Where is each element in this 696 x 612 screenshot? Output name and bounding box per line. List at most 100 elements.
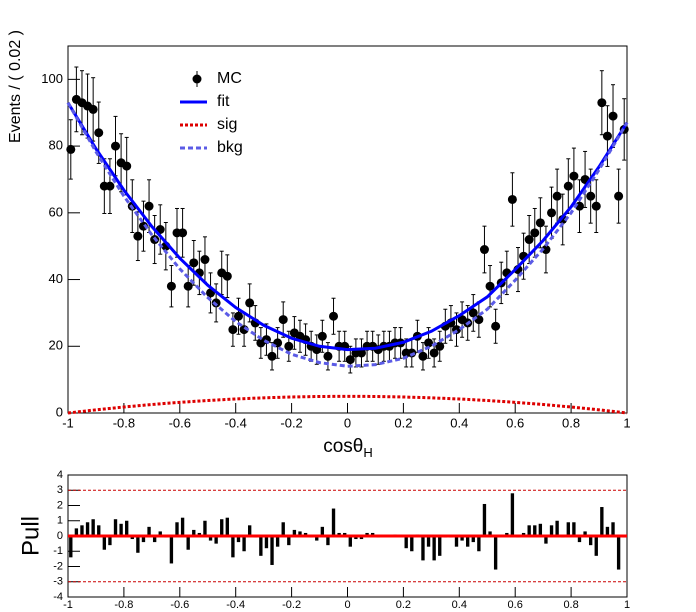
pull-bar [270,536,274,565]
y-tick-label: 4 [57,469,63,481]
pull-bar [454,536,459,547]
data-point [547,208,557,218]
data-point [418,351,428,361]
pull-bar [600,507,604,536]
pull-bar [404,536,408,549]
data-point [66,144,76,154]
x-tick-label: 0.6 [508,599,523,611]
x-tick-label: -0.4 [226,599,245,611]
pull-bar [287,536,291,546]
pull-bar [108,536,112,546]
pull-bar [208,536,213,541]
data-point [429,348,439,358]
pull-bar [119,523,123,536]
data-point [586,191,596,201]
data-point [614,191,624,201]
data-point [183,281,193,291]
x-tick-label: 0.8 [563,599,578,611]
pull-bar [538,523,543,536]
data-point [608,111,618,121]
pull-bar [488,531,492,536]
data-point [166,281,176,291]
pull-bar [505,532,509,536]
pull-bar [192,529,196,536]
y-tick-label: 0 [56,404,63,419]
pull-bar [97,525,101,536]
data-point [245,298,255,308]
x-axis-label-main: cosθ [323,436,363,457]
data-point [122,161,132,171]
pull-bar [80,525,84,536]
data-point [524,235,534,245]
x-axis-label-subscript: H [363,445,372,460]
data-point [591,201,601,211]
y-axis-label: Pull [17,516,44,556]
data-point [133,231,143,241]
data-point [329,311,339,321]
x-tick-label: -1 [62,415,74,430]
pull-bar [320,526,325,536]
data-point [563,181,573,191]
y-axis-label: Events / ( 0.02 ) [7,30,24,143]
data-point [541,245,551,255]
pull-bar [555,520,559,536]
x-tick-label: -0.8 [114,599,133,611]
legend-label: bkg [217,139,243,156]
pull-bar [125,520,129,536]
pull-bar [438,536,442,556]
data-point [507,194,517,204]
x-tick-label: -0.4 [224,415,246,430]
pull-bar [102,536,107,550]
y-tick-label: -3 [53,576,63,588]
pull-bar [214,536,218,544]
pull-bar [354,536,358,540]
data-point [323,351,333,361]
pull-bar [197,532,202,536]
data-point [468,308,478,318]
pull-bar [264,536,269,549]
y-tick-label: 40 [49,271,63,286]
y-tick-label: 1 [57,515,63,527]
pull-bar [220,519,224,536]
pull-bar [348,536,352,547]
data-point [602,131,612,141]
pull-bar [359,536,364,540]
pull-bar [432,536,436,561]
pull-bar [69,536,73,558]
data-point [284,341,294,351]
pull-bar [74,528,79,536]
pull-bar [471,536,475,543]
pull-bar [460,536,464,541]
y-tick-label: 3 [57,484,63,496]
data-point [485,281,495,291]
legend-label: fit [217,93,230,110]
y-tick-label: 0 [57,530,63,542]
data-point [491,321,501,331]
pull-bar [421,536,425,561]
pull-bar [141,536,146,543]
data-point [569,171,579,181]
y-tick-label: 80 [49,138,63,153]
pull-bar [482,503,487,536]
data-point [189,258,199,268]
pull-bar [594,536,598,556]
x-tick-label: -0.6 [169,415,191,430]
data-point [435,341,445,351]
data-point [479,245,489,255]
curve-dashed [66,101,629,368]
data-point [552,191,562,201]
data-point [535,218,545,228]
pull-bar [549,525,554,536]
pull-bar [242,536,246,552]
x-tick-label: 1 [624,599,630,611]
x-tick-label: 0 [344,415,351,430]
pull-bar [130,536,134,540]
x-tick-label: 0.8 [562,415,580,430]
pull-bar [231,536,235,558]
x-tick-label: -1 [63,599,73,611]
data-point [530,228,540,238]
pull-bar [426,536,431,547]
pull-bar [365,532,369,536]
